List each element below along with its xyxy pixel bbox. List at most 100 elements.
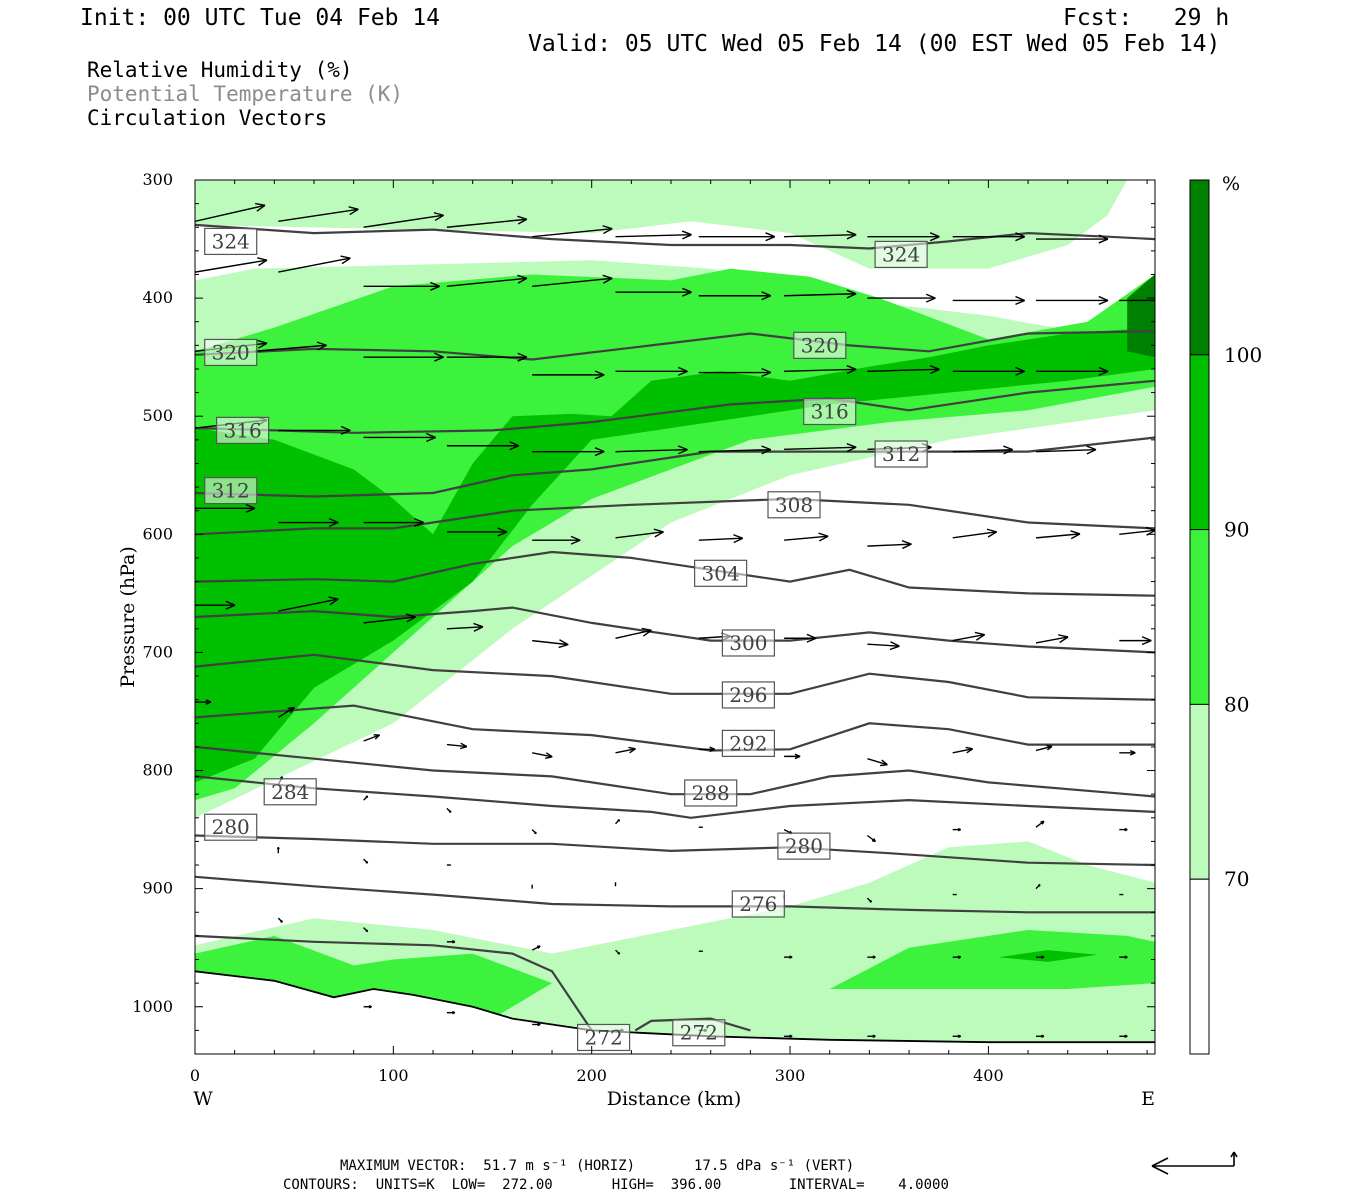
circulation-vector [952,445,1013,455]
y-tick-label: 900 [142,879,173,898]
circulation-vector [278,206,359,223]
circulation-vector [446,1010,456,1015]
circulation-vector [867,955,876,959]
circulation-vector [446,807,452,813]
circulation-vector [784,230,857,240]
circulation-vector [278,255,351,273]
svg-text:292: 292 [729,731,767,755]
forecast-hour: Fcst: 29 h [1063,5,1230,31]
circulation-vector [363,352,444,362]
title-potential-temperature: Potential Temperature (K) [87,82,404,106]
circulation-vector [363,795,369,801]
circulation-vector [952,631,986,642]
contour-label: 288 [684,779,738,807]
circulation-vector [615,287,692,297]
x-end-label-west: W [193,1088,213,1110]
circulation-vector [277,706,295,718]
circulation-vector [784,633,817,643]
contour-label: 280 [777,832,831,860]
circulation-vector [1035,820,1045,828]
rh-80-90-region [195,268,1155,801]
x-tick-label: 300 [775,1066,806,1085]
y-axis-title: Pressure (hPa) [117,546,139,688]
circulation-vector [1035,295,1109,306]
circulation-vector [866,834,877,843]
circulation-vector [531,829,537,835]
circulation-vector [1035,530,1081,540]
colorbar-segment [1189,878,1210,1055]
contour-label: 272 [576,1023,631,1052]
circulation-vector [1119,827,1128,832]
circulation-vector [278,517,339,528]
contour-label: 296 [721,681,775,709]
contour-label: 316 [803,397,857,426]
circulation-vector [195,600,236,610]
circulation-vector [1035,634,1069,644]
contour-label: 308 [767,491,821,519]
rh-90-100-region [998,950,1098,962]
theta-contour-280 [195,834,1155,867]
circulation-vector [532,1022,541,1027]
contour-label: 292 [721,729,775,757]
title-circulation-vectors: Circulation Vectors [87,106,328,130]
contour-label: 276 [731,890,785,918]
rh-90-100-region [195,327,1155,783]
svg-text:288: 288 [692,781,730,805]
circulation-vector [1119,955,1128,959]
colorbar-segment [1189,354,1210,531]
circulation-vector [784,365,857,375]
contour-label: 312 [874,440,928,468]
theta-contour-284 [195,775,1155,819]
circulation-vector [1035,955,1045,959]
svg-text:316: 316 [224,418,262,442]
x-tick-label: 100 [378,1066,409,1085]
rh-70-80-region [195,180,1128,269]
colorbar-level-label: 80 [1224,692,1249,716]
circulation-vector [615,445,688,455]
plot-frame [194,179,1156,1055]
circulation-vector [784,289,857,299]
y-tick-label: 500 [142,406,173,425]
svg-text:284: 284 [271,780,309,804]
circulation-vector [867,232,940,242]
theta-contour-272 [195,934,593,1032]
circulation-vector [532,639,569,649]
contour-info-note: CONTOURS: UNITS=K LOW= 272.00 HIGH= 396.… [283,1177,949,1193]
rh-80-90-region [829,930,1155,989]
circulation-vector [867,540,912,550]
circulation-vector [784,442,857,453]
circulation-vector [195,503,256,513]
x-end-label-east: E [1141,1088,1155,1110]
svg-text:280: 280 [785,834,823,858]
theta-contour-320 [195,330,1155,361]
y-tick-label: 300 [142,170,173,189]
circulation-vector [446,352,528,362]
init-time: Init: 00 UTC Tue 04 Feb 14 [80,5,441,31]
colorbar-segment [1189,179,1210,356]
svg-text:276: 276 [739,892,777,916]
circulation-vector [952,366,1025,376]
circulation-vector [1119,299,1155,302]
circulation-vector [615,819,621,825]
reference-vector-icon [1151,1151,1238,1175]
circulation-vector [532,370,605,380]
circulation-vector [867,758,888,767]
contour-label: 316 [216,416,270,444]
theta-contour-276 [195,875,1155,914]
contour-label: 284 [263,778,317,806]
circulation-vector [363,613,416,624]
colorbar-segment [1189,703,1210,880]
circulation-vector [952,528,998,539]
circulation-vector [278,425,351,435]
circulation-vector [363,1005,372,1009]
contour-label: 272 [672,1019,726,1047]
contour-label: 300 [721,629,775,657]
circulation-vector [446,215,528,228]
x-tick-label: 0 [190,1066,200,1085]
max-vector-note: MAXIMUM VECTOR: 51.7 m s⁻¹ (HORIZ) 17.5 … [340,1158,855,1174]
svg-text:320: 320 [212,340,250,364]
contour-label: 320 [204,338,258,367]
theta-contour-324 [195,223,1155,250]
circulation-vector [867,1034,876,1039]
